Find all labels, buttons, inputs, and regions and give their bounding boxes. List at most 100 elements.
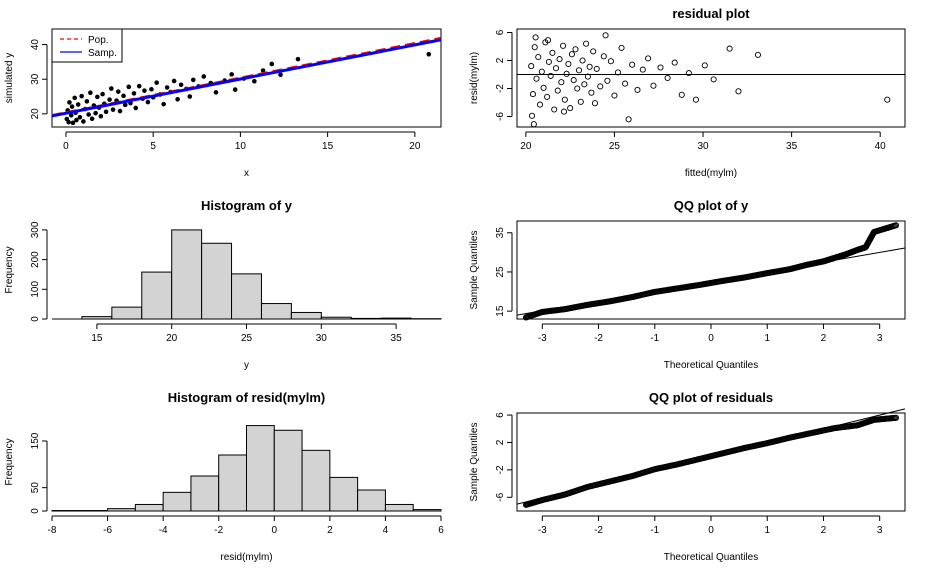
x-tick-label: 15 [91,333,103,344]
data-point [536,101,544,108]
data-point [66,119,71,125]
legend: Pop. Samp. [51,28,123,63]
data-point [175,96,180,102]
hist-bar [134,503,164,512]
panel-1: 0 5 10 15 20 20 30 40 x simulated y Pop. Samp. [4,28,442,179]
y-tick-label: 100 [30,281,41,298]
hist-bar [380,317,412,320]
data-point [577,98,584,105]
data-point [726,45,733,52]
hist-bar [273,429,303,512]
y-tick-label: -2 [495,465,506,474]
x-axis-label: resid(mylm) [220,552,272,563]
plot-frame [516,28,906,128]
hist-bar [231,273,262,320]
hist-bar [190,475,220,512]
qq-reference-line [516,408,906,505]
y-tick-label: 35 [495,227,506,239]
data-point [109,86,114,91]
data-point [692,96,699,103]
data-point [549,49,556,56]
y-tick-label: -2 [495,84,506,93]
hist-bar [81,316,113,320]
data-point [535,53,542,61]
y-tick-label: 2 [495,57,506,63]
x-tick-label: 15 [322,141,334,152]
x-tick-label: -6 [103,525,112,536]
data-point [650,82,657,89]
legend-label: Pop. [88,35,109,46]
hist-bar [107,508,136,512]
x-tick-label: -8 [48,525,57,536]
panel-3: 15 20 25 30 35 0 100 200 300 Histogram of y y Frequ… [4,198,442,371]
data-point [639,66,646,73]
data-point [570,77,577,84]
qq-reference-line [516,247,906,316]
data-point [567,105,574,112]
y-tick-label: 40 [30,39,41,51]
x-tick-label: 30 [316,333,328,344]
data-point [600,53,607,60]
data-point [563,70,570,77]
data-point [107,97,112,102]
data-point [531,44,538,51]
data-point [95,94,100,100]
data-point [67,100,72,105]
hist-bar [201,242,233,320]
data-point [575,67,583,74]
x-tick-label: 30 [697,141,709,152]
data-point [178,82,184,88]
x-tick-label: 4 [383,525,389,536]
x-tick-label: 35 [786,141,798,152]
panel-2: 20 25 30 35 40 -6 -2 2 6 residual plot fitted(mylm… [469,6,906,179]
data-point [561,96,568,103]
x-tick-label: -3 [538,525,547,536]
y-axis-label: simulated y [4,53,15,104]
data-point [701,62,708,69]
data-point [131,91,137,96]
qq-point [892,222,900,229]
data-point [579,57,586,64]
x-tick-label: 0 [708,525,714,536]
data-point [70,120,76,126]
data-point [84,99,90,104]
data-point [530,121,537,128]
data-point [629,61,636,68]
data-point [552,65,560,72]
y-tick-label: -6 [495,492,506,501]
x-tick-label: 20 [409,141,421,152]
x-tick-label: 10 [235,141,247,152]
y-axis-label: resid(mylm) [469,52,480,104]
data-point [544,93,551,100]
fit-line-samp [51,38,442,118]
data-point [591,100,599,107]
data-point [86,112,91,117]
y-tick-label: 200 [30,251,41,268]
x-tick-label: -2 [594,525,603,536]
data-point [69,104,75,109]
y-tick-label: 25 [495,266,506,278]
data-point [540,84,547,91]
data-point [664,74,671,82]
data-point [554,87,561,94]
data-point [545,58,552,65]
x-axis-label: Theoretical Quantiles [664,552,759,563]
x-tick-label: 0 [272,525,278,536]
data-point [884,96,891,103]
data-point [581,81,588,88]
x-tick-label: -3 [538,333,547,344]
data-point [611,92,618,99]
data-point [187,94,193,99]
data-point [735,88,742,95]
x-tick-label: 20 [520,141,532,152]
data-point [117,108,123,114]
data-point [100,91,105,97]
data-point [98,113,104,119]
y-tick-label: 20 [30,108,41,120]
hist-bar [141,271,173,320]
hist-bar [218,454,247,512]
y-axis-label: Frequency [4,246,15,293]
hist-bar [320,316,352,320]
data-point [657,64,664,71]
plot-frame [516,412,906,512]
